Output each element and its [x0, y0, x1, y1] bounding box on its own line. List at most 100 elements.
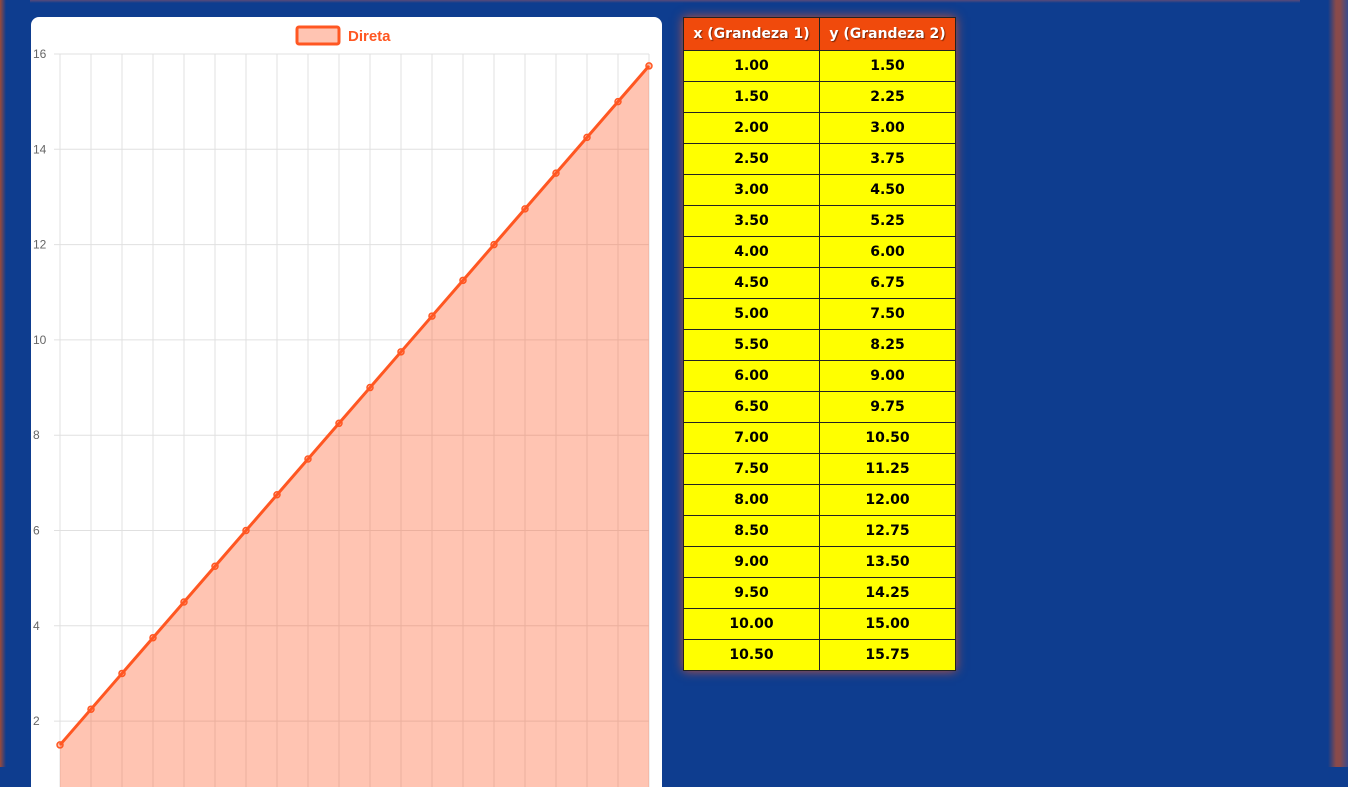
- cell-y-value: 9.00: [819, 360, 956, 392]
- table-row: 4.00 6.00: [683, 236, 956, 268]
- table-body: 1.00 1.50 1.50 2.25 2.00 3.00 2.50 3.75 3.00 4.50…: [683, 50, 956, 671]
- cell-x-value: 6.00: [683, 360, 820, 392]
- data-point[interactable]: [366, 383, 374, 392]
- table-row: 5.00 7.50: [683, 298, 956, 330]
- cell-y-value: 14.25: [819, 577, 956, 609]
- data-point[interactable]: [56, 741, 64, 749]
- cell-y-value: 15.00: [819, 608, 956, 640]
- table-row: 3.00 4.50: [683, 174, 956, 206]
- values-table: x (Grandeza 1) y (Grandeza 2) 1.00 1.50 1.…: [683, 17, 956, 671]
- table-row: 4.50 6.75: [683, 267, 956, 299]
- data-point[interactable]: [614, 97, 622, 106]
- legend-swatch[interactable]: [295, 25, 341, 46]
- cell-y-value: 11.25: [819, 453, 956, 485]
- data-point[interactable]: [211, 562, 219, 570]
- chart-series-line: [58, 64, 651, 746]
- cell-x-value: 3.00: [683, 174, 820, 206]
- y-tick-label: 14: [33, 142, 47, 156]
- series-line-direta: [58, 64, 651, 746]
- table-row: 10.00 15.00: [683, 608, 956, 640]
- data-point[interactable]: [397, 348, 405, 356]
- cell-x-value: 10.00: [683, 608, 820, 640]
- y-tick-label: 2: [33, 714, 40, 728]
- cell-y-value: 10.50: [819, 422, 956, 454]
- cell-y-value: 12.75: [819, 515, 956, 547]
- table-row: 5.50 8.25: [683, 329, 956, 361]
- page-frame-right: [1328, 0, 1348, 767]
- cell-x-value: 4.50: [683, 267, 820, 299]
- data-point[interactable]: [645, 62, 653, 70]
- cell-x-value: 5.50: [683, 329, 820, 361]
- table-row: 7.00 10.50: [683, 422, 956, 454]
- cell-y-value: 15.75: [819, 639, 956, 671]
- data-point[interactable]: [459, 276, 467, 285]
- cell-y-value: 7.50: [819, 298, 956, 330]
- chart-card: 2 4 6 8 10 12 14 16 Direta: [31, 17, 662, 787]
- cell-y-value: 4.50: [819, 174, 956, 206]
- data-point[interactable]: [552, 169, 560, 177]
- cell-x-value: 1.00: [683, 50, 820, 82]
- cell-y-value: 9.75: [819, 391, 956, 423]
- cell-y-value: 8.25: [819, 329, 956, 361]
- data-point[interactable]: [521, 205, 529, 213]
- y-tick-label: 10: [33, 333, 47, 347]
- cell-y-value: 6.00: [819, 236, 956, 268]
- data-point[interactable]: [118, 669, 126, 678]
- cell-x-value: 8.50: [683, 515, 820, 547]
- cell-y-value: 3.75: [819, 143, 956, 175]
- table-row: 1.50 2.25: [683, 81, 956, 113]
- series-area-direta: [60, 65, 649, 787]
- data-point[interactable]: [428, 312, 436, 320]
- table-row: 9.50 14.25: [683, 577, 956, 609]
- table-row: 6.50 9.75: [683, 391, 956, 423]
- cell-x-value: 8.00: [683, 484, 820, 516]
- cell-x-value: 10.50: [683, 639, 820, 671]
- cell-y-value: 13.50: [819, 546, 956, 578]
- data-point[interactable]: [304, 455, 312, 463]
- table-row: 10.50 15.75: [683, 639, 956, 671]
- table-row: 9.00 13.50: [683, 546, 956, 578]
- y-tick-label: 12: [33, 238, 47, 252]
- cell-x-value: 9.00: [683, 546, 820, 578]
- data-point[interactable]: [335, 419, 343, 428]
- table-row: 8.50 12.75: [683, 515, 956, 547]
- cell-x-value: 5.00: [683, 298, 820, 330]
- column-header-y: y (Grandeza 2): [819, 17, 956, 51]
- cell-y-value: 3.00: [819, 112, 956, 144]
- table-row: 3.50 5.25: [683, 205, 956, 237]
- chart-grid: [54, 53, 650, 787]
- y-tick-label: 16: [33, 47, 47, 61]
- chart-points: [56, 62, 653, 749]
- cell-x-value: 7.00: [683, 422, 820, 454]
- table-row: 1.00 1.50: [683, 50, 956, 82]
- table-row: 8.00 12.00: [683, 484, 956, 516]
- data-point[interactable]: [273, 491, 281, 499]
- legend-label-direta[interactable]: Direta: [348, 28, 391, 45]
- y-tick-label: 8: [33, 428, 40, 442]
- cell-x-value: 4.00: [683, 236, 820, 268]
- cell-x-value: 6.50: [683, 391, 820, 423]
- cell-x-value: 7.50: [683, 453, 820, 485]
- cell-x-value: 1.50: [683, 81, 820, 113]
- chart-legend[interactable]: Direta: [295, 25, 391, 46]
- page-frame-left: [0, 0, 6, 767]
- y-axis-ticks: 2 4 6 8 10 12 14 16: [33, 47, 47, 728]
- data-point[interactable]: [242, 526, 250, 535]
- cell-x-value: 2.00: [683, 112, 820, 144]
- data-point[interactable]: [180, 598, 188, 606]
- table-header-row: x (Grandeza 1) y (Grandeza 2): [683, 17, 956, 51]
- cell-x-value: 9.50: [683, 577, 820, 609]
- table-row: 7.50 11.25: [683, 453, 956, 485]
- data-point[interactable]: [149, 633, 157, 642]
- line-chart: 2 4 6 8 10 12 14 16 Direta: [33, 25, 653, 787]
- cell-x-value: 3.50: [683, 205, 820, 237]
- table-row: 6.00 9.00: [683, 360, 956, 392]
- y-tick-label: 6: [33, 524, 40, 538]
- y-tick-label: 4: [33, 619, 40, 633]
- cell-y-value: 6.75: [819, 267, 956, 299]
- data-point[interactable]: [583, 133, 591, 142]
- cell-y-value: 12.00: [819, 484, 956, 516]
- data-point[interactable]: [87, 705, 95, 713]
- chart-area-fill: [60, 65, 649, 787]
- data-point[interactable]: [490, 240, 498, 249]
